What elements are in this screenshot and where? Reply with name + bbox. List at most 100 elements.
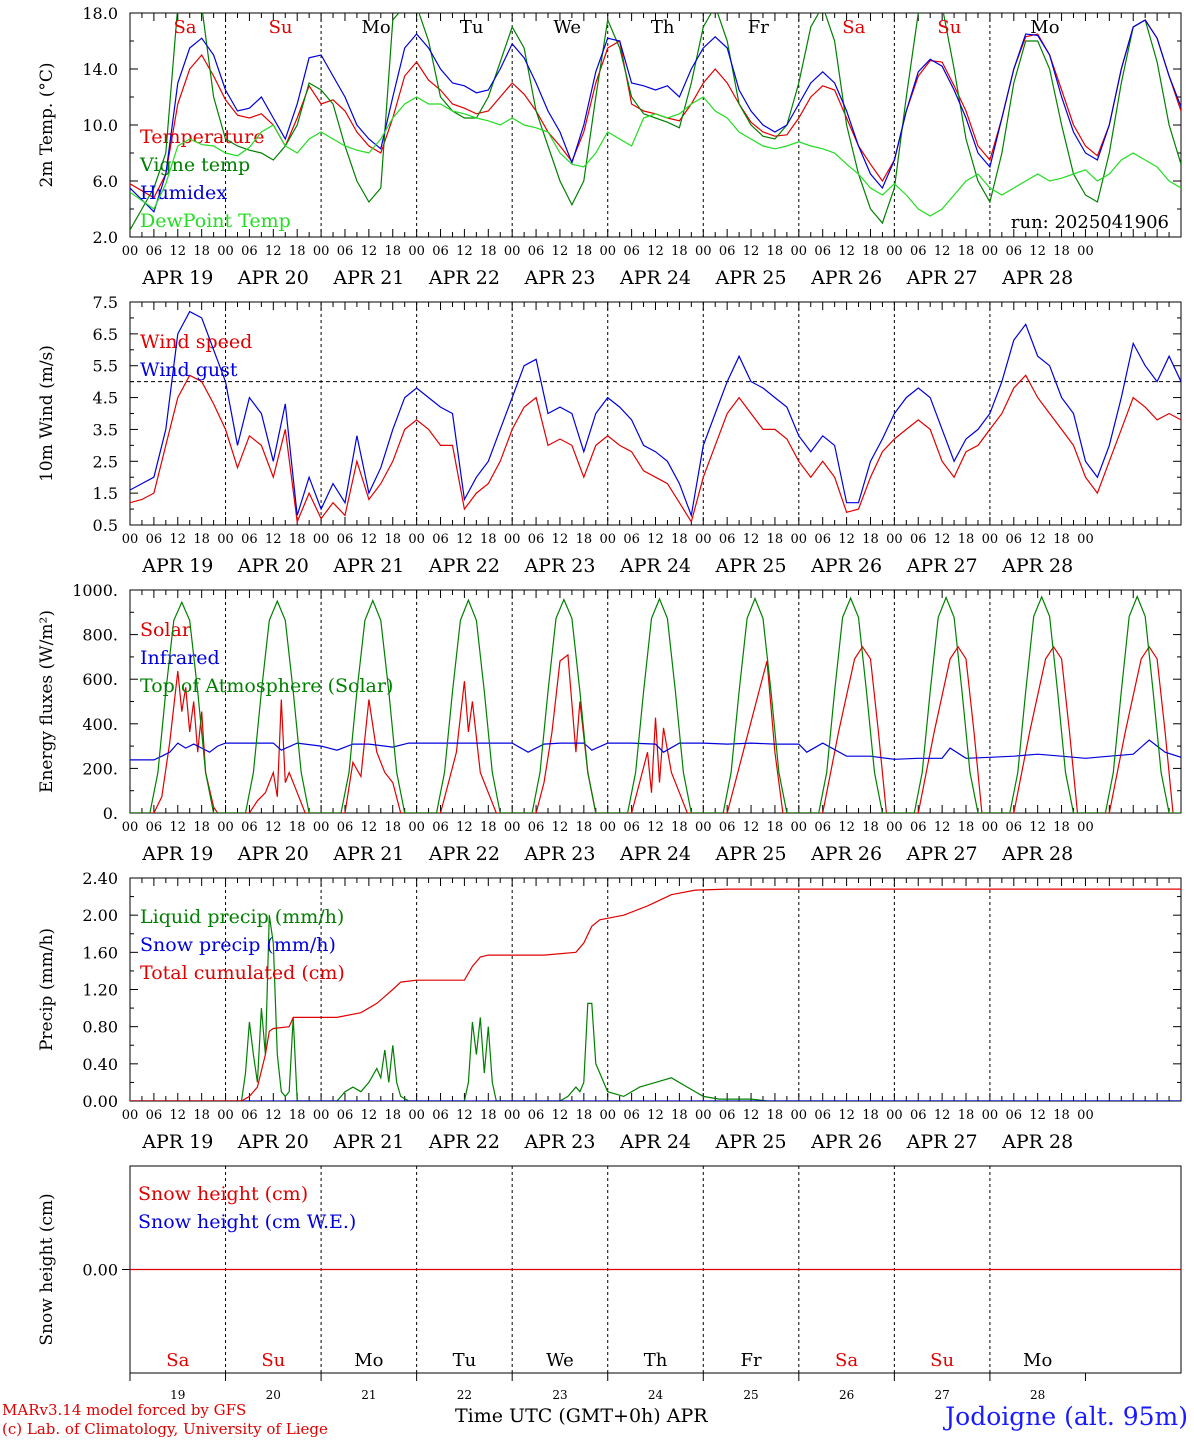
weekday-label: We xyxy=(546,1350,574,1371)
x-tick-label: 18 xyxy=(576,532,593,547)
x-tick-label: 12 xyxy=(361,1108,378,1123)
x-tick-label: 00 xyxy=(313,244,330,259)
x-tick-label: 18 xyxy=(576,244,593,259)
series-line-infrared xyxy=(130,739,1181,761)
weekday-label: Tu xyxy=(460,17,484,38)
x-tick-label: 00 xyxy=(313,532,330,547)
legend-entry: Humidex xyxy=(140,182,227,204)
x-date-label: APR 22 xyxy=(428,1131,500,1153)
x-tick-label: 00 xyxy=(1077,1108,1094,1123)
x-tick-label: 06 xyxy=(432,244,449,259)
x-date-label: APR 25 xyxy=(715,555,787,577)
x-tick-label: 18 xyxy=(289,820,306,835)
x-tick-label: 18 xyxy=(384,532,401,547)
x-tick-label: 12 xyxy=(743,532,760,547)
x-tick-label: 18 xyxy=(480,820,497,835)
x-date-label: APR 24 xyxy=(619,267,691,289)
weekday-label: Mo xyxy=(1023,1350,1052,1371)
x-tick-label: 06 xyxy=(910,1108,927,1123)
x-date-label: APR 26 xyxy=(810,843,882,865)
x-tick-label: 00 xyxy=(886,244,903,259)
x-tick-label: 00 xyxy=(695,532,712,547)
legend-entry: Total cumulated (cm) xyxy=(140,962,345,984)
x-tick-label: 18 xyxy=(958,532,975,547)
x-tick-label: 06 xyxy=(623,1108,640,1123)
x-axis-title: Time UTC (GMT+0h) APR xyxy=(455,1405,708,1427)
x-date-label: APR 28 xyxy=(1001,843,1073,865)
x-tick-label: 06 xyxy=(146,1108,163,1123)
legend-entry: Snow height (cm) xyxy=(138,1183,308,1205)
x-tick-label: 18 xyxy=(193,820,210,835)
x-tick-label: 12 xyxy=(1029,1108,1046,1123)
x-tick-label: 00 xyxy=(217,244,234,259)
x-tick-label: 00 xyxy=(1077,532,1094,547)
run-label: run: 2025041906 xyxy=(1011,212,1169,233)
x-date-label: APR 19 xyxy=(141,1131,213,1153)
legend-entry: Vigne temp xyxy=(139,154,250,176)
legend-entry: DewPoint Temp xyxy=(140,210,291,232)
y-tick-label: 2.5 xyxy=(93,452,118,471)
x-tick-label: 18 xyxy=(958,820,975,835)
legend-entry: Snow height (cm W.E.) xyxy=(138,1211,356,1233)
x-tick-label: 18 xyxy=(1053,820,1070,835)
y-tick-label: 800. xyxy=(82,626,118,645)
x-tick-label: 06 xyxy=(528,244,545,259)
x-tick-label: 06 xyxy=(337,820,354,835)
x-tick-label: 06 xyxy=(814,244,831,259)
x-tick-label: 12 xyxy=(1029,820,1046,835)
x-tick-label: 18 xyxy=(767,532,784,547)
x-tick-label: 18 xyxy=(480,532,497,547)
weekday-label: Su xyxy=(930,1350,954,1371)
x-date-label: APR 28 xyxy=(1001,1131,1073,1153)
x-tick-label: 00 xyxy=(408,820,425,835)
x-tick-label: 00 xyxy=(599,244,616,259)
series-line-dewpoint-temp xyxy=(130,96,1181,217)
x-tick-label: 12 xyxy=(265,1108,282,1123)
x-tick-label: 00 xyxy=(1077,244,1094,259)
series-line-vigne-temp xyxy=(130,13,1181,231)
weekday-label: Fr xyxy=(748,17,769,38)
x-tick-label: 00 xyxy=(791,1108,808,1123)
legend-entry: Infrared xyxy=(140,647,220,669)
x-tick-label: 12 xyxy=(456,532,473,547)
x-tick-label: 18 xyxy=(480,244,497,259)
y-tick-label: 1000. xyxy=(72,581,118,600)
x-tick-label: 18 xyxy=(289,532,306,547)
x-tick-label: 12 xyxy=(456,244,473,259)
x-tick-label: 00 xyxy=(982,820,999,835)
x-axis-title-text: Time UTC (GMT+0h) xyxy=(455,1405,661,1427)
x-tick-label: 12 xyxy=(1029,532,1046,547)
x-tick-label: 18 xyxy=(767,1108,784,1123)
model-credit-line2: (c) Lab. of Climatology, University of L… xyxy=(2,1420,328,1438)
x-date-label: APR 24 xyxy=(619,555,691,577)
y-tick-label: 6.0 xyxy=(93,172,118,191)
y-axis-label: Energy fluxes (W/m²) xyxy=(37,610,57,793)
x-tick-label: 06 xyxy=(337,1108,354,1123)
x-tick-label: 12 xyxy=(265,244,282,259)
x-tick-label: 00 xyxy=(599,1108,616,1123)
x-tick-label: 06 xyxy=(814,1108,831,1123)
x-tick-label: 18 xyxy=(767,820,784,835)
x-tick-label: 00 xyxy=(695,1108,712,1123)
x-tick-label: 12 xyxy=(838,1108,855,1123)
x-tick-label: 12 xyxy=(456,1108,473,1123)
weekday-label: We xyxy=(553,17,581,38)
y-axis-label: 10m Wind (m/s) xyxy=(37,345,57,482)
x-tick-label: 06 xyxy=(623,532,640,547)
legend-entry: Liquid precip (mm/h) xyxy=(140,906,344,928)
x-tick-label: 18 xyxy=(289,244,306,259)
x-tick-label: 18 xyxy=(862,820,879,835)
y-tick-label: 200. xyxy=(82,759,118,778)
series-line-wind-gust xyxy=(130,310,1181,518)
x-date-label: APR 22 xyxy=(428,555,500,577)
weekday-label: Mo xyxy=(1030,17,1059,38)
x-tick-label: 00 xyxy=(504,1108,521,1123)
weekday-label: Su xyxy=(269,17,293,38)
x-tick-label: 18 xyxy=(671,820,688,835)
y-tick-label: 600. xyxy=(82,670,118,689)
y-tick-label: 2.00 xyxy=(82,906,118,925)
x-tick-label: 00 xyxy=(313,820,330,835)
x-date-label: APR 25 xyxy=(715,267,787,289)
x-tick-label: 12 xyxy=(361,244,378,259)
